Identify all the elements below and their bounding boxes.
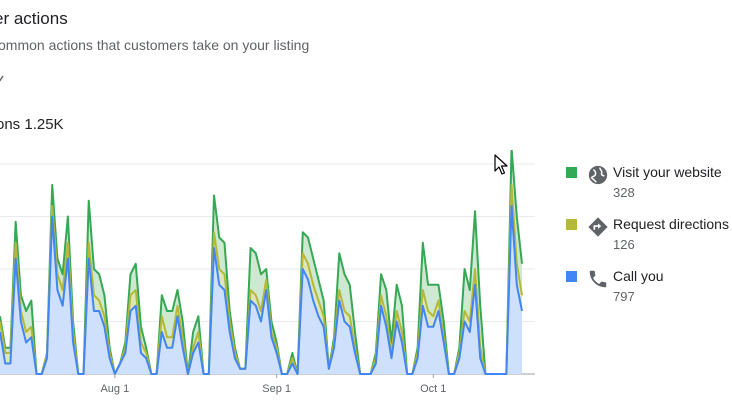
series-area-call-you	[0, 206, 522, 374]
x-tick-label: Aug 1	[100, 383, 129, 395]
total-interactions: ons 1.25K	[0, 116, 64, 133]
legend-item-website[interactable]: Visit your website 328	[566, 162, 732, 206]
legend-value-website: 328	[613, 185, 635, 200]
legend-item-directions[interactable]: Request directions 126	[566, 214, 732, 258]
legend-label-call: Call you	[613, 268, 664, 284]
legend-label-website: Visit your website	[613, 164, 722, 180]
series-line-visit-your-website	[0, 150, 523, 375]
directions-icon	[588, 217, 608, 237]
legend-item-call[interactable]: Call you 797	[566, 266, 732, 310]
legend-label-directions: Request directions	[613, 216, 729, 232]
legend-swatch-website	[566, 167, 577, 178]
phone-icon	[589, 270, 607, 288]
series-line-call-you	[0, 205, 523, 375]
x-tick-label: Sep 1	[262, 383, 291, 395]
page-subtitle: ommon actions that customers take on you…	[0, 37, 310, 53]
x-tick-label: Oct 1	[420, 383, 446, 395]
legend-value-directions: 126	[613, 237, 635, 252]
globe-icon	[588, 165, 608, 185]
customer-actions-chart: Aug 1 Sep 1 Oct 1	[0, 150, 535, 395]
legend-swatch-directions	[566, 219, 577, 230]
legend-swatch-call	[566, 271, 577, 282]
chevron-down-icon[interactable]	[0, 74, 4, 84]
legend-value-call: 797	[613, 289, 635, 304]
page-title: er actions	[0, 9, 68, 28]
mouse-cursor-icon	[494, 154, 508, 175]
